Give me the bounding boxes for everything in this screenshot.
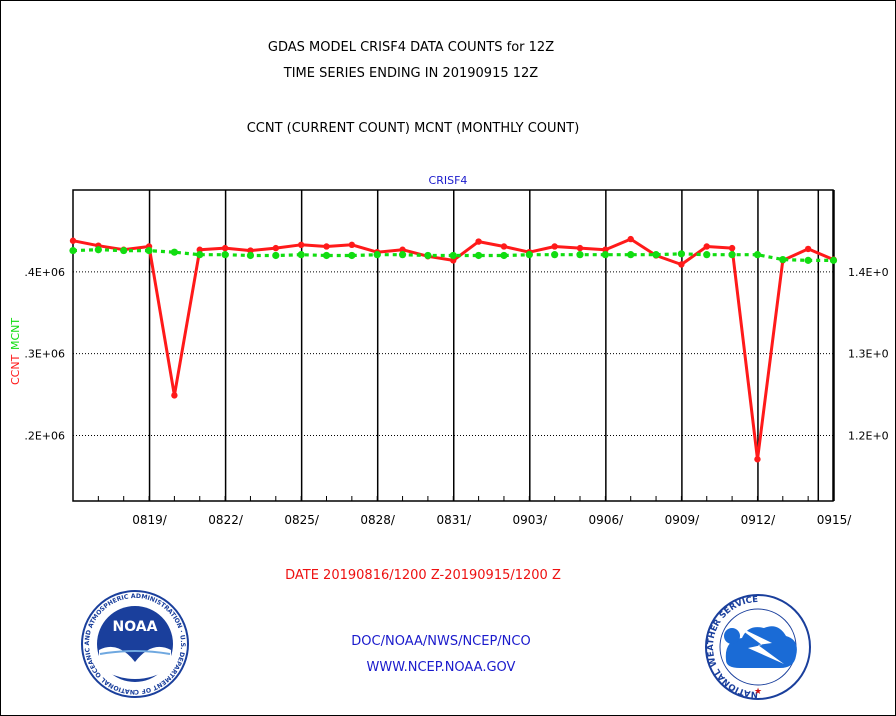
nws-logo: NATIONAL WEATHER SERVICE ★	[705, 594, 811, 700]
point-ccnt	[450, 257, 457, 264]
point-ccnt	[221, 244, 229, 252]
point-ccnt	[551, 243, 558, 250]
chart-subtitle: CCNT (CURRENT COUNT) MCNT (MONTHLY COUNT…	[247, 121, 580, 136]
point-mcnt	[804, 256, 812, 264]
point-ccnt	[754, 456, 761, 463]
point-ccnt	[69, 237, 77, 244]
y-axis-label-mcnt: MCNT	[9, 318, 22, 350]
point-mcnt	[297, 251, 305, 259]
point-mcnt	[170, 248, 178, 256]
point-mcnt	[829, 256, 838, 264]
noaa-logo-text: NOAA	[113, 619, 158, 635]
point-mcnt	[348, 251, 356, 260]
y-tick-label-right: 1.4E+0	[848, 266, 889, 279]
point-ccnt	[196, 246, 203, 253]
point-ccnt	[247, 247, 254, 254]
x-tick-label: 0822/	[208, 513, 244, 527]
point-ccnt	[728, 244, 736, 252]
point-mcnt	[728, 251, 736, 259]
x-tick-label: 0819/	[132, 513, 168, 527]
point-ccnt	[297, 241, 305, 249]
point-mcnt	[196, 251, 204, 259]
point-mcnt	[246, 251, 255, 260]
point-ccnt	[703, 243, 710, 250]
point-mcnt	[652, 251, 660, 259]
point-mcnt	[94, 246, 102, 254]
point-mcnt	[69, 246, 77, 255]
point-mcnt	[525, 251, 533, 259]
y-tick-label-right: 1.3E+0	[848, 348, 889, 361]
y-tick-labels-left: .2E+06 .3E+06 .4E+06	[24, 266, 65, 443]
point-mcnt	[221, 251, 229, 259]
date-range-label: DATE 20190816/1200 Z-20190915/1200 Z	[285, 568, 561, 583]
point-ccnt	[399, 246, 406, 253]
point-ccnt	[348, 241, 356, 249]
x-tick-labels: 0819/0822/0825/0828/0831/0903/0906/0909/…	[132, 513, 852, 527]
org-label: DOC/NOAA/NWS/NCEP/NCO	[351, 634, 530, 649]
x-tick-label: 0825/	[284, 513, 320, 527]
y-tick-label-left: .2E+06	[24, 430, 65, 443]
x-tick-label: 0915/	[817, 513, 853, 527]
point-mcnt	[322, 251, 331, 260]
point-ccnt	[272, 244, 279, 252]
horizontal-gridlines	[73, 271, 833, 437]
point-mcnt	[601, 251, 609, 259]
point-mcnt	[703, 251, 711, 259]
svg-text:★: ★	[754, 687, 762, 697]
point-mcnt	[424, 251, 432, 260]
point-ccnt	[171, 392, 178, 399]
point-mcnt	[753, 251, 762, 259]
url-label: WWW.NCEP.NOAA.GOV	[367, 660, 516, 675]
series-layer	[69, 235, 838, 463]
point-ccnt	[627, 235, 634, 243]
plot-title: CRISF4	[429, 174, 468, 187]
point-mcnt	[272, 251, 280, 260]
y-tick-labels-right: 1.2E+0 1.3E+0 1.4E+0	[848, 266, 889, 443]
point-mcnt	[373, 251, 381, 259]
x-tick-label: 0912/	[741, 513, 777, 527]
point-mcnt	[145, 246, 153, 255]
y-tick-label-left: .4E+06	[24, 266, 65, 279]
vertical-gridlines	[72, 190, 835, 501]
point-ccnt	[602, 246, 609, 253]
point-mcnt	[677, 250, 686, 258]
point-ccnt	[323, 243, 330, 250]
chart-title-line2: TIME SERIES ENDING IN 20190915 12Z	[283, 66, 539, 81]
point-mcnt	[627, 251, 635, 259]
point-ccnt	[500, 243, 508, 250]
y-axis-label-ccnt: CCNT	[9, 354, 22, 385]
x-tick-label: 0828/	[360, 513, 396, 527]
point-ccnt	[475, 238, 482, 245]
point-mcnt	[449, 251, 457, 260]
x-tick-label: 0906/	[589, 513, 625, 527]
point-ccnt	[576, 244, 584, 252]
point-mcnt	[551, 251, 559, 259]
plot-area: 0819/0822/0825/0828/0831/0903/0906/0909/…	[24, 189, 889, 527]
y-tick-label-left: .3E+06	[24, 348, 65, 361]
chart-title-line1: GDAS MODEL CRISF4 DATA COUNTS for 12Z	[268, 40, 554, 55]
point-mcnt	[779, 255, 787, 264]
x-tick-label: 0909/	[665, 513, 701, 527]
point-mcnt	[576, 251, 584, 259]
point-ccnt	[678, 261, 685, 268]
x-tick-label: 0903/	[513, 513, 549, 527]
point-mcnt	[398, 251, 407, 259]
y-tick-label-right: 1.2E+0	[848, 430, 889, 443]
point-mcnt	[475, 251, 483, 260]
point-mcnt	[120, 246, 128, 255]
point-mcnt	[500, 251, 508, 260]
x-tick-label: 0831/	[436, 513, 472, 527]
point-ccnt	[804, 245, 812, 253]
